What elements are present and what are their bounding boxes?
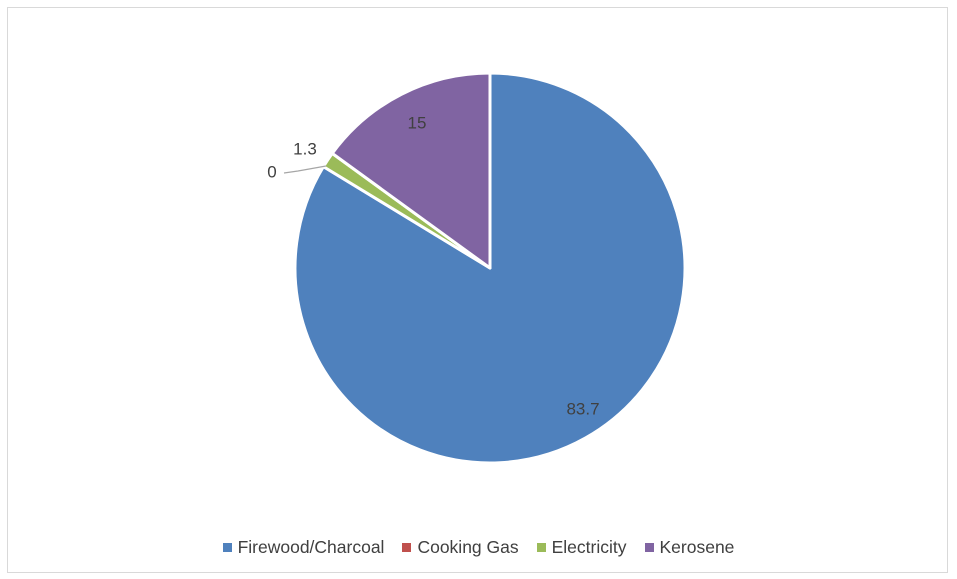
legend-item-kerosene: Kerosene: [644, 537, 735, 558]
legend-item-electricity: Electricity: [536, 537, 627, 558]
legend-label-firewood-charcoal: Firewood/Charcoal: [237, 537, 385, 557]
pie-slice-kerosene: [330, 71, 492, 270]
legend-swatch-firewood-charcoal: [222, 543, 232, 552]
data-label-electricity: 1.3: [293, 139, 317, 158]
pie-slices: [293, 71, 687, 465]
legend-item-cooking-gas: Cooking Gas: [402, 537, 519, 558]
data-label-kerosene: 15: [408, 113, 427, 132]
data-labels: 83.7 0 1.3 15: [267, 113, 599, 418]
chart-legend: Firewood/Charcoal Cooking Gas Electricit…: [0, 537, 957, 558]
leader-line-cooking-gas: [283, 165, 327, 174]
legend-swatch-electricity: [536, 543, 546, 552]
leader-lines: [283, 165, 327, 174]
legend-swatch-cooking-gas: [402, 543, 412, 552]
legend-item-firewood-charcoal: Firewood/Charcoal: [222, 537, 385, 558]
data-label-cooking-gas: 0: [267, 162, 276, 181]
legend-swatch-kerosene: [644, 543, 654, 552]
legend-label-kerosene: Kerosene: [659, 537, 735, 557]
legend-label-electricity: Electricity: [551, 537, 627, 557]
legend-label-cooking-gas: Cooking Gas: [417, 537, 519, 557]
data-label-firewood-charcoal: 83.7: [566, 399, 599, 418]
